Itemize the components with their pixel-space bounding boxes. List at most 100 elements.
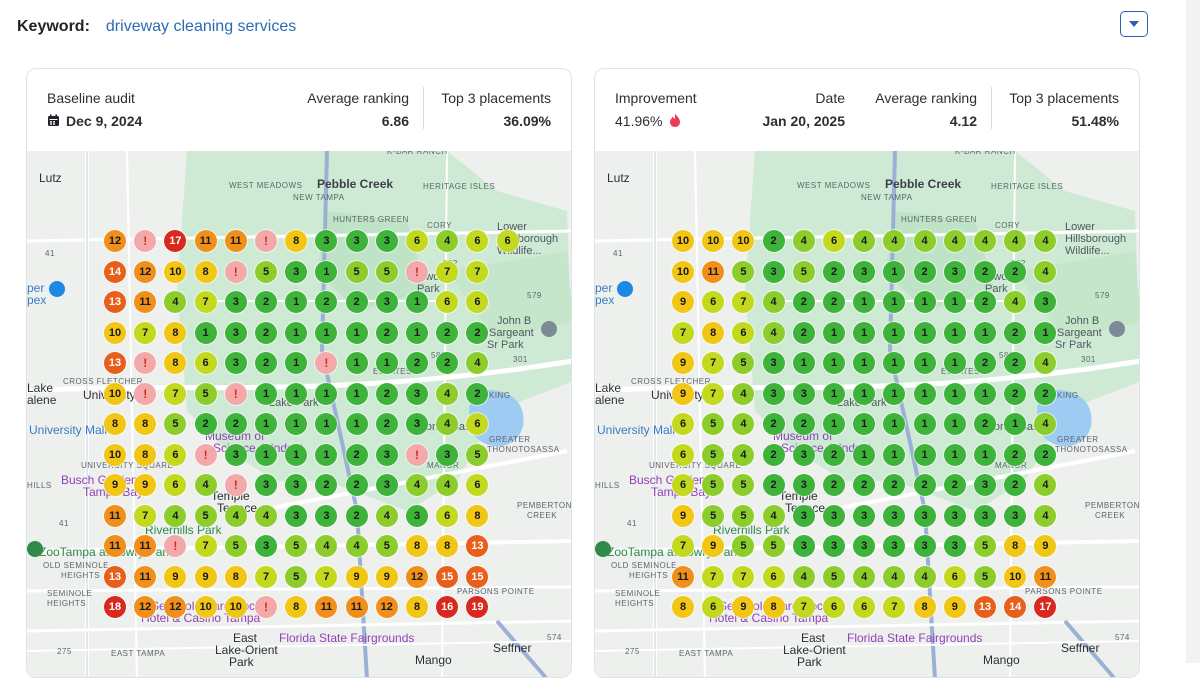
rank-marker[interactable]: 1 [853, 352, 876, 374]
rank-marker[interactable]: 4 [406, 474, 428, 496]
rank-marker[interactable]: 2 [792, 413, 815, 435]
rank-marker[interactable]: 8 [164, 321, 187, 344]
rank-marker[interactable]: 2 [436, 321, 459, 344]
rank-marker[interactable]: 3 [943, 504, 966, 527]
rank-marker[interactable]: 4 [194, 474, 217, 496]
rank-marker[interactable]: 3 [792, 474, 815, 496]
rank-marker[interactable]: 13 [104, 352, 126, 374]
rank-marker[interactable]: 1 [792, 352, 815, 374]
rank-marker[interactable]: 1 [913, 443, 936, 466]
rank-marker[interactable]: 2 [466, 382, 489, 405]
rank-marker[interactable]: 3 [823, 504, 845, 527]
rank-marker[interactable]: 9 [375, 565, 398, 588]
rank-marker[interactable]: ! [315, 352, 338, 374]
rank-marker[interactable]: 9 [164, 565, 187, 588]
rank-marker[interactable]: 6 [672, 443, 694, 466]
rank-marker[interactable]: 2 [375, 413, 398, 435]
rank-marker[interactable]: 3 [406, 382, 428, 405]
rank-marker[interactable]: 8 [285, 596, 308, 618]
rank-marker[interactable]: 12 [406, 565, 428, 588]
rank-marker[interactable]: 1 [1034, 321, 1057, 344]
rank-marker[interactable]: 1 [823, 382, 845, 405]
rank-marker[interactable]: 1 [943, 352, 966, 374]
rank-marker[interactable]: 1 [913, 321, 936, 344]
rank-marker[interactable]: 6 [672, 413, 694, 435]
rank-marker[interactable]: 11 [224, 230, 247, 252]
rank-marker[interactable]: 1 [883, 291, 906, 313]
rank-marker[interactable]: 4 [466, 352, 489, 374]
rank-marker[interactable]: 2 [255, 321, 277, 344]
rank-marker[interactable]: 2 [224, 413, 247, 435]
rank-marker[interactable]: 8 [1004, 535, 1027, 557]
rank-marker[interactable]: 6 [466, 230, 489, 252]
rank-marker[interactable]: ! [255, 596, 277, 618]
rank-marker[interactable]: 13 [104, 291, 126, 313]
rank-marker[interactable]: 1 [345, 413, 368, 435]
rank-marker[interactable]: 2 [1004, 321, 1027, 344]
rank-marker[interactable]: 7 [436, 260, 459, 283]
rank-marker[interactable]: 1 [823, 352, 845, 374]
rank-marker[interactable]: 10 [732, 230, 755, 252]
rank-marker[interactable]: 14 [1004, 596, 1027, 618]
shopping-pin-icon[interactable] [49, 281, 65, 297]
rank-marker[interactable]: 5 [762, 535, 785, 557]
rank-marker[interactable]: ! [224, 474, 247, 496]
rank-marker[interactable]: 2 [406, 352, 428, 374]
rank-marker[interactable]: 1 [315, 321, 338, 344]
rank-marker[interactable]: 1 [943, 382, 966, 405]
rank-marker[interactable]: 3 [762, 352, 785, 374]
rank-marker[interactable]: 1 [345, 352, 368, 374]
rank-marker[interactable]: 8 [702, 321, 725, 344]
shopping-pin-icon[interactable] [617, 281, 633, 297]
rank-marker[interactable]: 3 [974, 474, 996, 496]
rank-marker[interactable]: 2 [853, 474, 876, 496]
rank-marker[interactable]: 5 [255, 260, 277, 283]
rank-marker[interactable]: 5 [466, 443, 489, 466]
rank-marker[interactable]: 11 [345, 596, 368, 618]
rank-marker[interactable]: 4 [164, 504, 187, 527]
rank-marker[interactable]: 1 [943, 321, 966, 344]
rank-marker[interactable]: 1 [255, 382, 277, 405]
rank-marker[interactable]: 1 [883, 321, 906, 344]
rank-marker[interactable]: 6 [164, 443, 187, 466]
rank-marker[interactable]: 2 [792, 291, 815, 313]
rank-marker[interactable]: 1 [345, 382, 368, 405]
rank-marker[interactable]: 3 [224, 352, 247, 374]
rank-marker[interactable]: 15 [466, 565, 489, 588]
zoo-pin-icon[interactable] [595, 541, 611, 557]
rank-marker[interactable]: 6 [943, 565, 966, 588]
rank-marker[interactable]: 1 [883, 352, 906, 374]
rank-marker[interactable]: 7 [315, 565, 338, 588]
rank-marker[interactable]: 15 [436, 565, 459, 588]
rank-marker[interactable]: 3 [224, 443, 247, 466]
rank-marker[interactable]: 2 [1034, 382, 1057, 405]
rank-marker[interactable]: 4 [732, 413, 755, 435]
rank-marker[interactable]: 7 [164, 382, 187, 405]
rank-marker[interactable]: 5 [974, 565, 996, 588]
rank-marker[interactable]: 16 [436, 596, 459, 618]
rank-marker[interactable]: 8 [672, 596, 694, 618]
rank-marker[interactable]: 5 [224, 535, 247, 557]
rank-marker[interactable]: 5 [702, 474, 725, 496]
rank-marker[interactable]: 11 [315, 596, 338, 618]
rank-marker[interactable]: 2 [345, 291, 368, 313]
rank-marker[interactable]: 8 [406, 596, 428, 618]
rank-marker[interactable]: 11 [134, 291, 157, 313]
rank-marker[interactable]: 5 [823, 565, 845, 588]
rank-marker[interactable]: 4 [883, 565, 906, 588]
rank-marker[interactable]: 1 [823, 321, 845, 344]
rank-marker[interactable]: 4 [1034, 230, 1057, 252]
rank-marker[interactable]: 8 [134, 413, 157, 435]
rank-marker[interactable]: 6 [823, 596, 845, 618]
rank-marker[interactable]: 2 [194, 413, 217, 435]
rank-marker[interactable]: 6 [702, 596, 725, 618]
rank-marker[interactable]: 4 [1034, 413, 1057, 435]
rank-marker[interactable]: 3 [436, 443, 459, 466]
rank-marker[interactable]: 11 [194, 230, 217, 252]
rank-marker[interactable]: 13 [104, 565, 126, 588]
rank-marker[interactable]: 10 [104, 321, 126, 344]
rank-marker[interactable]: 1 [315, 443, 338, 466]
rank-marker[interactable]: 4 [1034, 260, 1057, 283]
rank-marker[interactable]: 12 [134, 260, 157, 283]
rank-marker[interactable]: 7 [732, 565, 755, 588]
